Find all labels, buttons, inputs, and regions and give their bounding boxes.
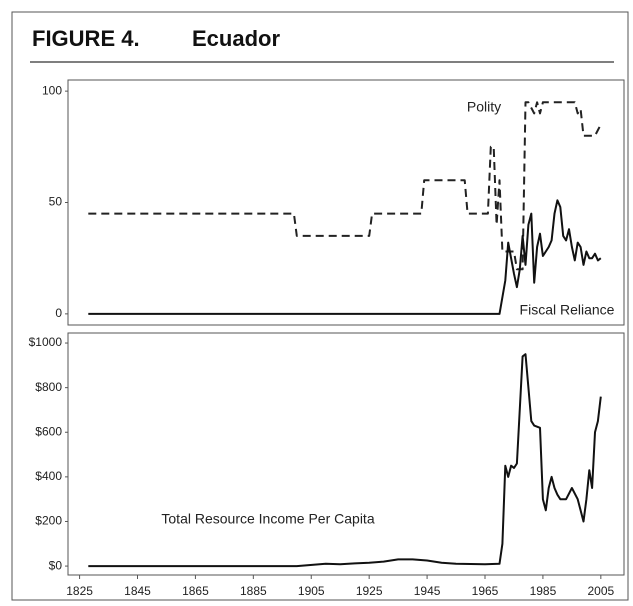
figure-label: FIGURE 4.	[32, 26, 140, 51]
x-tick-label: 1865	[182, 584, 209, 598]
x-tick-label: 1925	[356, 584, 383, 598]
y-tick-label: 100	[42, 83, 62, 97]
x-tick-label: 1825	[66, 584, 93, 598]
series-line	[88, 353, 602, 568]
series-label: Total Resource Income Per Capita	[161, 511, 374, 527]
figure-title: Ecuador	[192, 26, 280, 51]
x-tick-label: 1885	[240, 584, 267, 598]
x-tick-label: 2005	[587, 584, 614, 598]
x-tick-label: 1985	[530, 584, 557, 598]
series-label: Fiscal Reliance	[520, 302, 615, 318]
y-tick-label: 50	[49, 195, 63, 209]
y-tick-label: 0	[55, 306, 62, 320]
x-tick-label: 1845	[124, 584, 151, 598]
x-tick-label: 1905	[298, 584, 325, 598]
y-tick-label: $400	[35, 469, 62, 483]
frame	[11, 11, 629, 601]
series-label: Polity	[467, 99, 501, 115]
y-tick-label: $600	[35, 424, 62, 438]
x-tick-label: 1965	[472, 584, 499, 598]
x-tick-label: 1945	[414, 584, 441, 598]
y-tick-label: $1000	[29, 335, 63, 349]
plot-frame	[67, 332, 625, 576]
series-line	[88, 199, 602, 315]
y-tick-label: $800	[35, 380, 62, 394]
plot-frame	[67, 79, 625, 326]
y-tick-label: $0	[49, 558, 63, 572]
y-tick-label: $200	[35, 514, 62, 528]
